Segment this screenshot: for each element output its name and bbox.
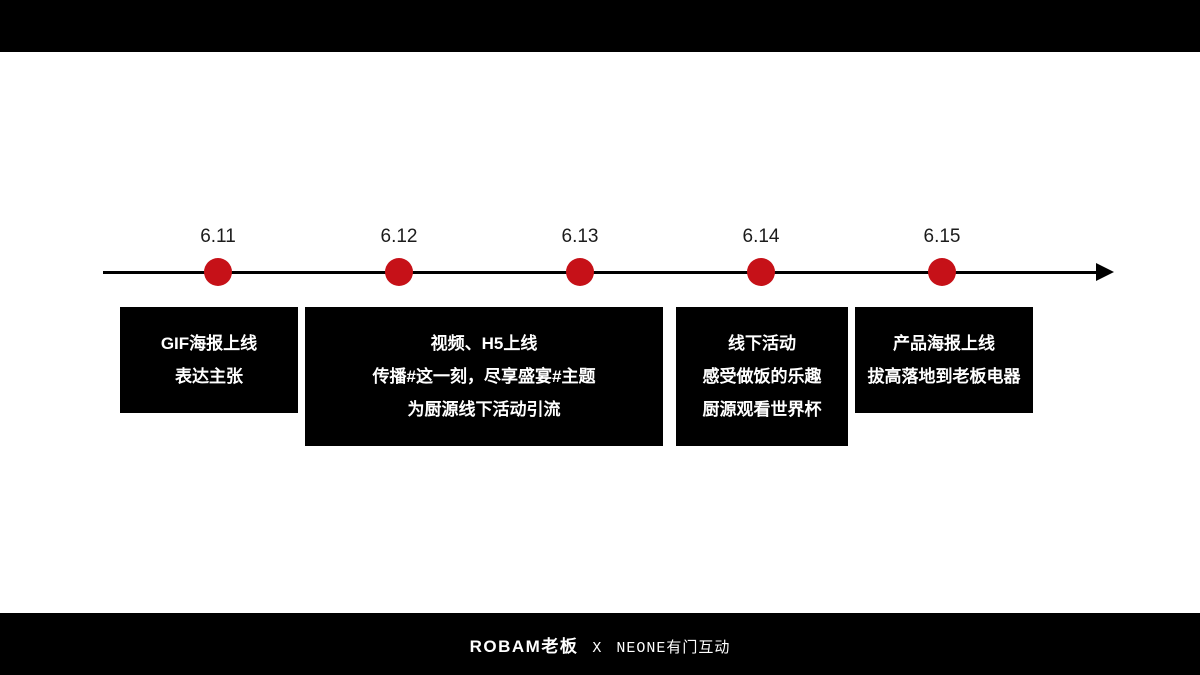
milestone-dot-icon — [566, 258, 594, 286]
milestone-2: 6.12 — [359, 226, 439, 291]
event-line: GIF海报上线 — [160, 334, 258, 353]
robam-logo: ROBAM老板 — [469, 636, 579, 656]
milestone-1: 6.11 — [178, 226, 258, 291]
milestone-date: 6.14 — [742, 226, 780, 247]
event-line: 表达主张 — [175, 367, 243, 386]
timeline-arrowhead-icon — [1096, 263, 1114, 281]
event-line: 感受做饭的乐趣 — [702, 367, 822, 386]
milestone-5: 6.15 — [902, 226, 982, 291]
milestone-date: 6.11 — [200, 226, 236, 247]
event-line: 传播#这一刻，尽享盛宴#主题 — [372, 367, 596, 386]
milestone-dot-icon — [747, 258, 775, 286]
milestone-dot-icon — [204, 258, 232, 286]
neone-logo: NEONE有门互动 — [616, 639, 731, 657]
event-line: 拔高落地到老板电器 — [867, 367, 1021, 386]
milestone-date: 6.15 — [923, 226, 961, 247]
event-box-offline-activity: 线下活动 感受做饭的乐趣 厨源观看世界杯 — [676, 307, 848, 446]
event-line: 为厨源线下活动引流 — [407, 400, 561, 419]
milestone-dot-icon — [928, 258, 956, 286]
event-line: 厨源观看世界杯 — [702, 400, 822, 419]
event-line: 线下活动 — [728, 334, 796, 353]
top-letterbox-bar — [0, 0, 1200, 52]
event-box-gif-poster: GIF海报上线 表达主张 — [120, 307, 298, 413]
event-box-product-poster: 产品海报上线 拔高落地到老板电器 — [855, 307, 1033, 413]
brand-separator: X — [592, 639, 603, 657]
milestone-4: 6.14 — [721, 226, 801, 291]
milestone-3: 6.13 — [540, 226, 620, 291]
footer-brand-lockup: ROBAM老板 X NEONE有门互动 — [470, 632, 731, 657]
milestone-date: 6.12 — [380, 226, 418, 247]
milestone-date: 6.13 — [561, 226, 599, 247]
bottom-letterbox-bar: ROBAM老板 X NEONE有门互动 — [0, 613, 1200, 675]
event-box-video-h5: 视频、H5上线 传播#这一刻，尽享盛宴#主题 为厨源线下活动引流 — [305, 307, 663, 446]
timeline-axis — [103, 271, 1100, 274]
event-line: 视频、H5上线 — [430, 334, 538, 353]
milestone-dot-icon — [385, 258, 413, 286]
event-line: 产品海报上线 — [893, 334, 995, 353]
